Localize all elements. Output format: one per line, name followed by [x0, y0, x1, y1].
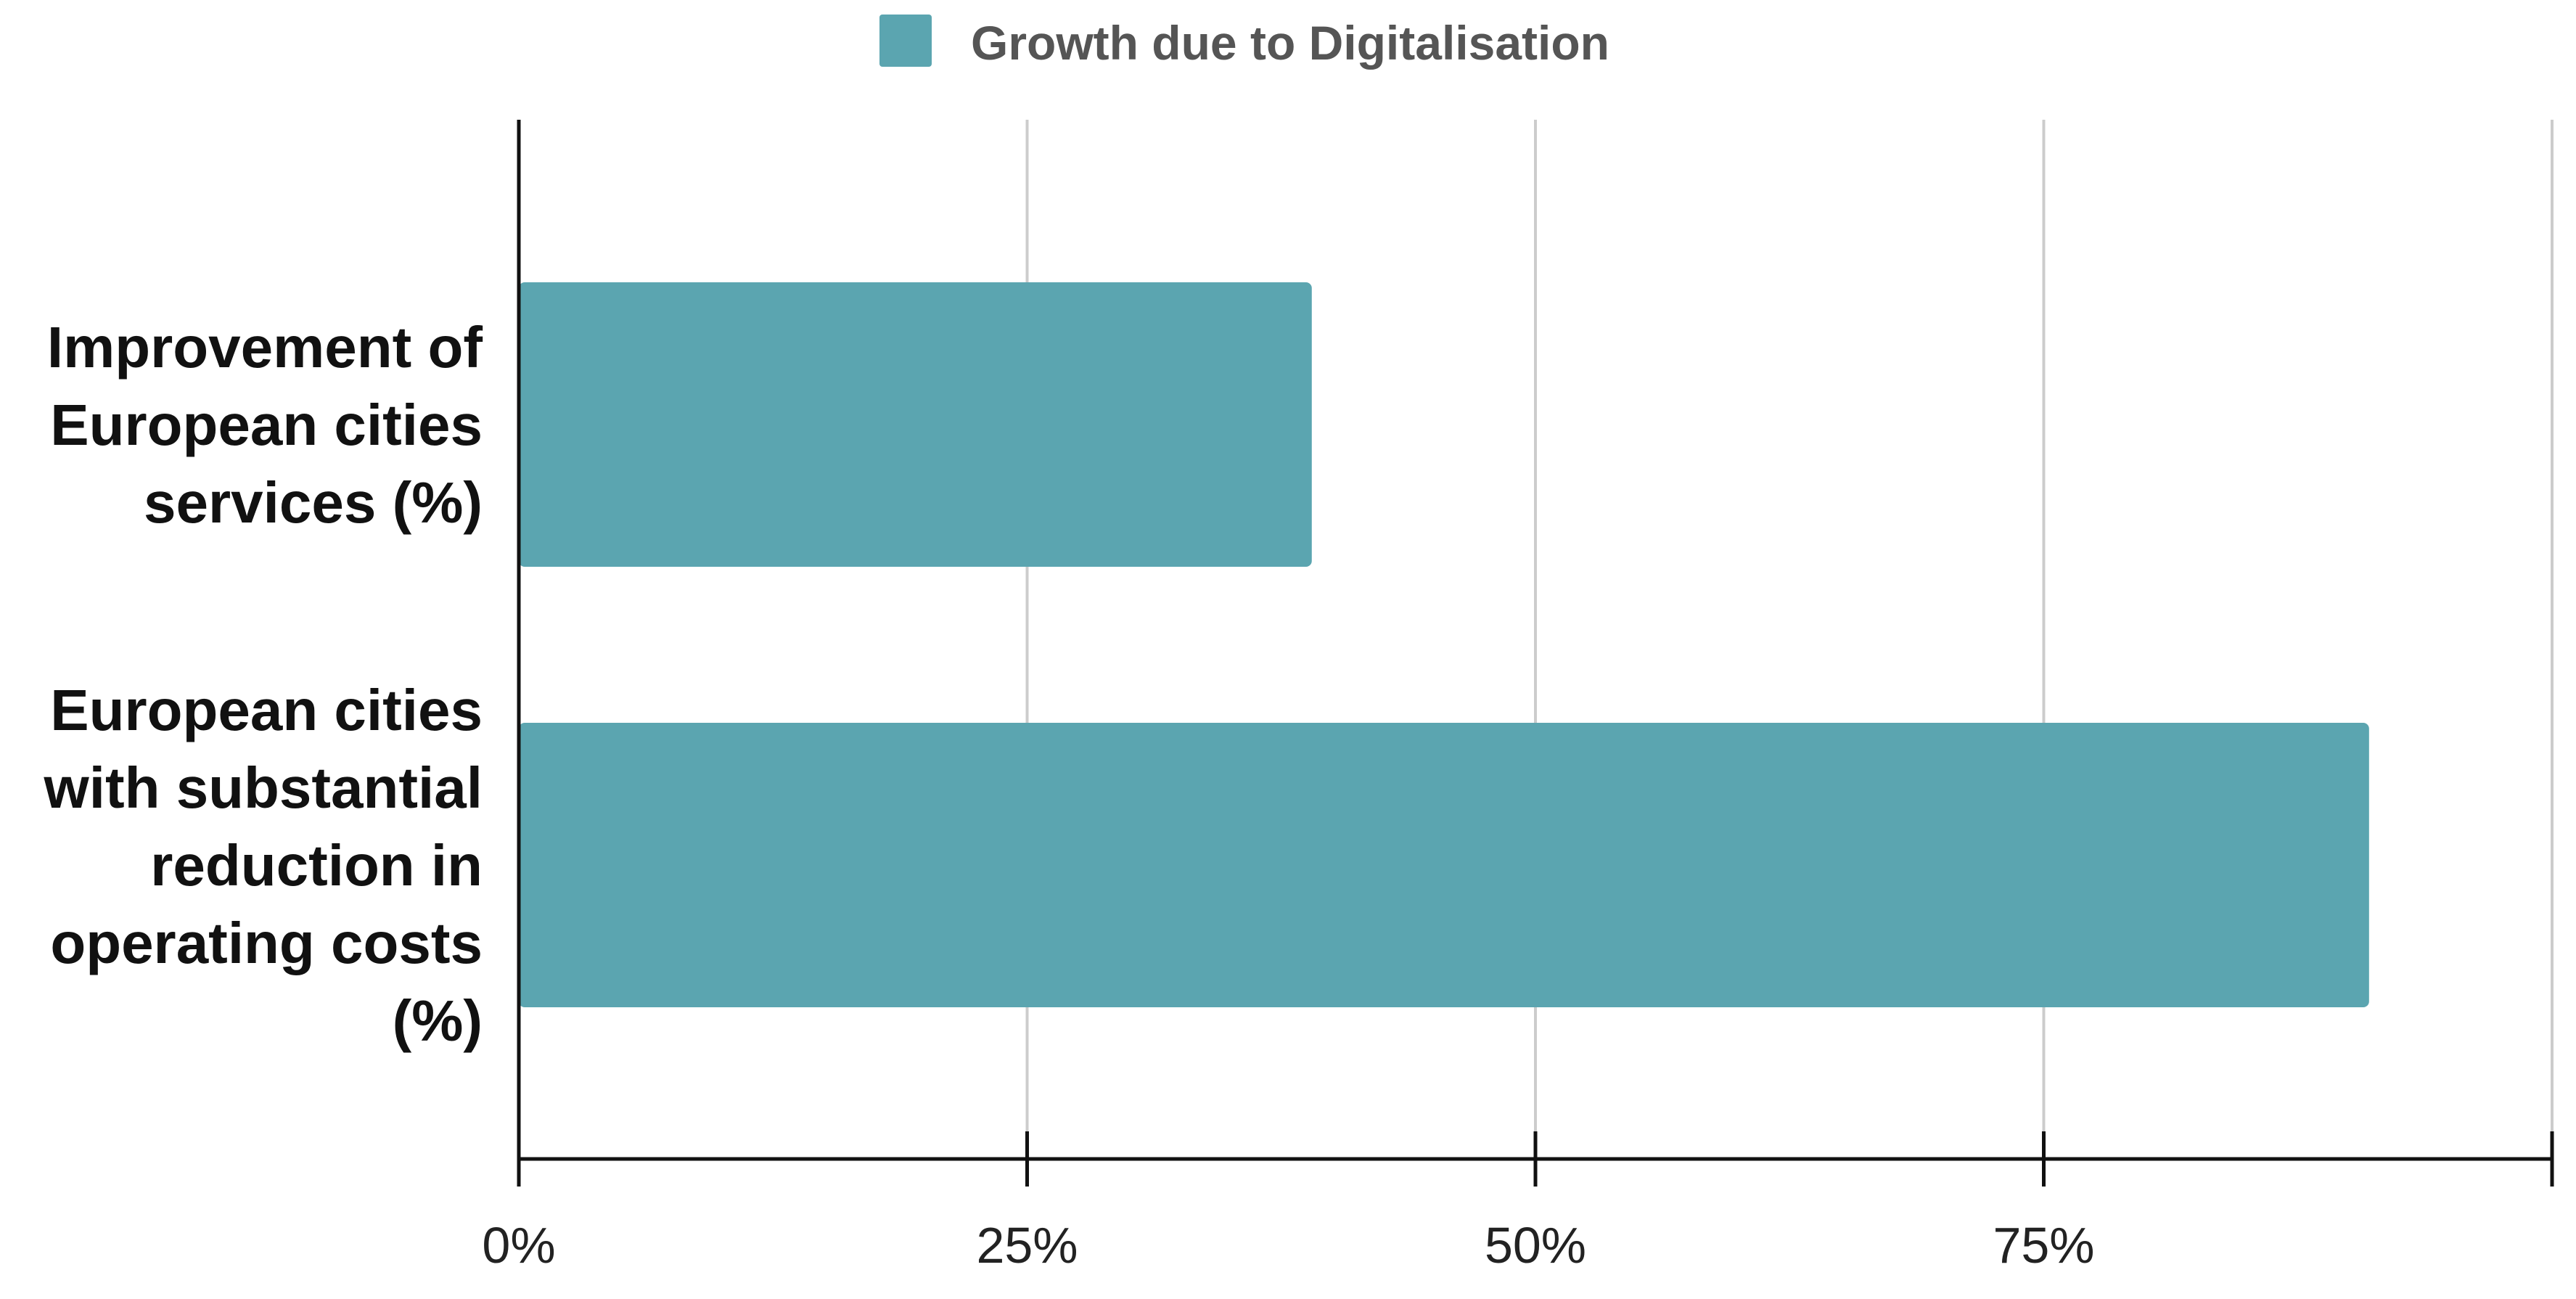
axes — [517, 120, 2554, 1187]
legend: Growth due to Digitalisation — [879, 15, 1609, 70]
legend-label: Growth due to Digitalisation — [971, 16, 1609, 70]
x-tick-label-3: 75% — [1993, 1217, 2094, 1274]
category-label-2: European cities with substantial reduction… — [44, 678, 483, 1053]
category-label-1: Improvement of European cities services (%… — [47, 315, 483, 535]
bar-1 — [519, 282, 1312, 567]
x-tick-label-2: 50% — [1485, 1217, 1586, 1274]
bars — [519, 282, 2369, 1007]
category-labels: Improvement of European cities services (%… — [44, 315, 483, 1053]
x-tick-label-0: 0% — [482, 1217, 555, 1274]
bar-2 — [519, 723, 2369, 1007]
x-tick-label-1: 25% — [976, 1217, 1078, 1274]
legend-swatch — [879, 15, 932, 67]
tick-labels: 0% 25% 50% 75% — [482, 1217, 2094, 1274]
